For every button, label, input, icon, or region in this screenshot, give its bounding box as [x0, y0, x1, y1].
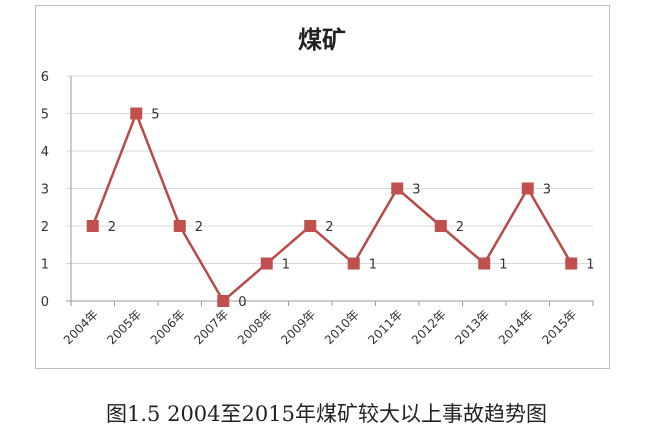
- data-point: [565, 257, 578, 270]
- x-tick-label: 2005年: [104, 307, 144, 347]
- x-tick-label: 2006年: [148, 307, 188, 347]
- y-tick-label: 4: [41, 145, 49, 160]
- y-tick-label: 2: [41, 220, 49, 235]
- figure-caption: 图1.5 2004至2015年煤矿较大以上事故趋势图: [106, 402, 547, 426]
- data-label: 3: [412, 183, 420, 198]
- data-label: 2: [108, 220, 116, 235]
- data-point: [478, 257, 491, 270]
- data-point: [260, 257, 273, 270]
- data-point: [86, 220, 99, 232]
- chart-title: 煤矿: [298, 26, 346, 54]
- x-tick-label: 2012年: [409, 307, 449, 347]
- y-tick-label: 5: [41, 108, 49, 123]
- x-tick-label: 2015年: [539, 307, 579, 347]
- x-tick-label: 2009年: [278, 307, 318, 347]
- data-point: [173, 220, 186, 232]
- data-label: 2: [325, 220, 333, 235]
- chart-frame: [35, 5, 610, 369]
- y-tick-label: 0: [41, 295, 49, 310]
- series-line: [91, 110, 573, 303]
- data-point: [521, 182, 534, 195]
- data-label: 2: [456, 220, 464, 235]
- data-point: [130, 107, 143, 120]
- data-label: 1: [499, 258, 507, 273]
- y-tick-label: 6: [41, 70, 49, 85]
- x-tick-label: 2008年: [235, 307, 275, 347]
- data-point: [347, 257, 360, 270]
- data-label: 1: [369, 258, 377, 273]
- x-tick-label: 2004年: [61, 307, 101, 347]
- x-tick-label: 2014年: [496, 307, 536, 347]
- data-label: 0: [238, 295, 246, 310]
- data-label: 1: [282, 258, 290, 273]
- data-point: [391, 182, 404, 195]
- data-point: [434, 220, 447, 232]
- x-tick-label: 2010年: [322, 307, 362, 347]
- data-label: 1: [586, 258, 594, 273]
- data-label: 5: [151, 108, 159, 123]
- y-tick-label: 1: [41, 258, 49, 273]
- y-tick-label: 3: [41, 183, 49, 198]
- x-tick-label: 2013年: [452, 307, 492, 347]
- data-label: 2: [195, 220, 203, 235]
- x-tick-label: 2011年: [365, 307, 405, 347]
- data-label: 3: [543, 183, 551, 198]
- data-point: [217, 295, 230, 307]
- line-chart: 煤矿 0 1 2 3 4 5 6 2004年 2005年 2006年 2007年 2008年 2009年…: [41, 26, 595, 347]
- x-tick-label: 2007年: [191, 307, 231, 347]
- data-point: [304, 220, 317, 232]
